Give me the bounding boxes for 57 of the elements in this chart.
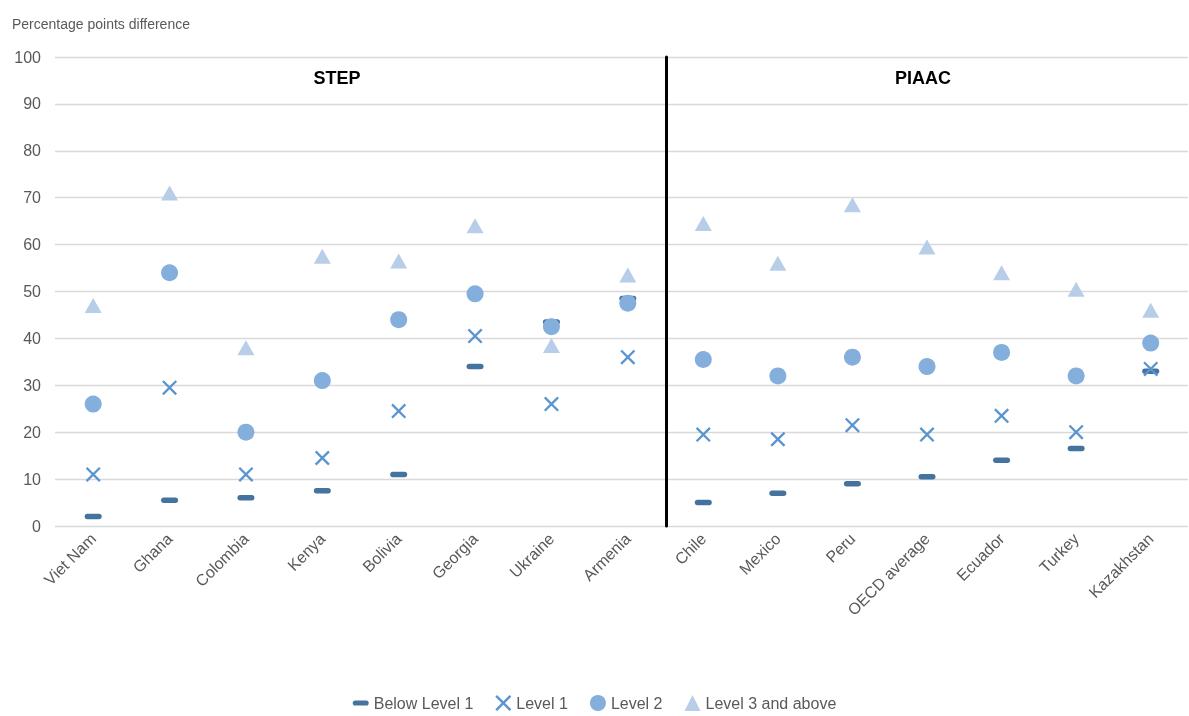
point [694,215,712,231]
point [844,417,860,433]
y-tick-label: 100 [14,48,42,66]
point [918,239,936,255]
point [1067,281,1085,297]
point [391,403,407,419]
point [542,337,560,353]
y-tick-label: 0 [32,517,42,535]
y-tick-label: 90 [23,95,42,113]
legend-label: Level 1 [516,694,569,712]
legend-label: Level 3 and above [705,694,837,712]
point [769,367,787,385]
point [993,265,1011,281]
point [843,348,861,366]
point [161,185,179,201]
point [466,285,484,303]
point [390,311,408,329]
y-tick-label: 20 [23,423,42,441]
y-tick-label: 80 [23,142,42,160]
point [1143,361,1159,377]
point [313,372,331,390]
point [770,431,786,447]
point [313,248,331,264]
y-tick-label: 40 [23,329,42,347]
y-tick-label: 50 [23,283,42,300]
point [620,349,636,365]
point [1142,302,1160,318]
y-tick-label: 70 [23,189,42,207]
y-tick-label: 30 [23,376,42,394]
legend-label: Level 2 [610,694,663,712]
y-tick-label: 60 [23,236,42,254]
point [694,351,712,368]
point [918,358,936,376]
y-tick-label: 10 [23,470,42,488]
point [993,343,1011,361]
text: STEP [313,68,361,88]
point [619,294,637,312]
point [466,218,484,234]
text: PIAAC [894,68,952,88]
point [237,423,255,441]
point [85,466,101,482]
point [542,318,560,336]
point [237,340,255,356]
point [161,264,179,282]
y-axis-title: Percentage points difference [12,16,191,32]
point [919,427,935,443]
point [619,267,637,283]
point [238,466,254,482]
point [84,298,102,314]
legend-label: Below Level 1 [373,694,474,712]
point [1067,367,1085,385]
point [84,395,102,413]
point [843,197,861,213]
point [1142,334,1160,352]
point [390,253,408,269]
point [769,255,787,271]
point [543,396,559,412]
